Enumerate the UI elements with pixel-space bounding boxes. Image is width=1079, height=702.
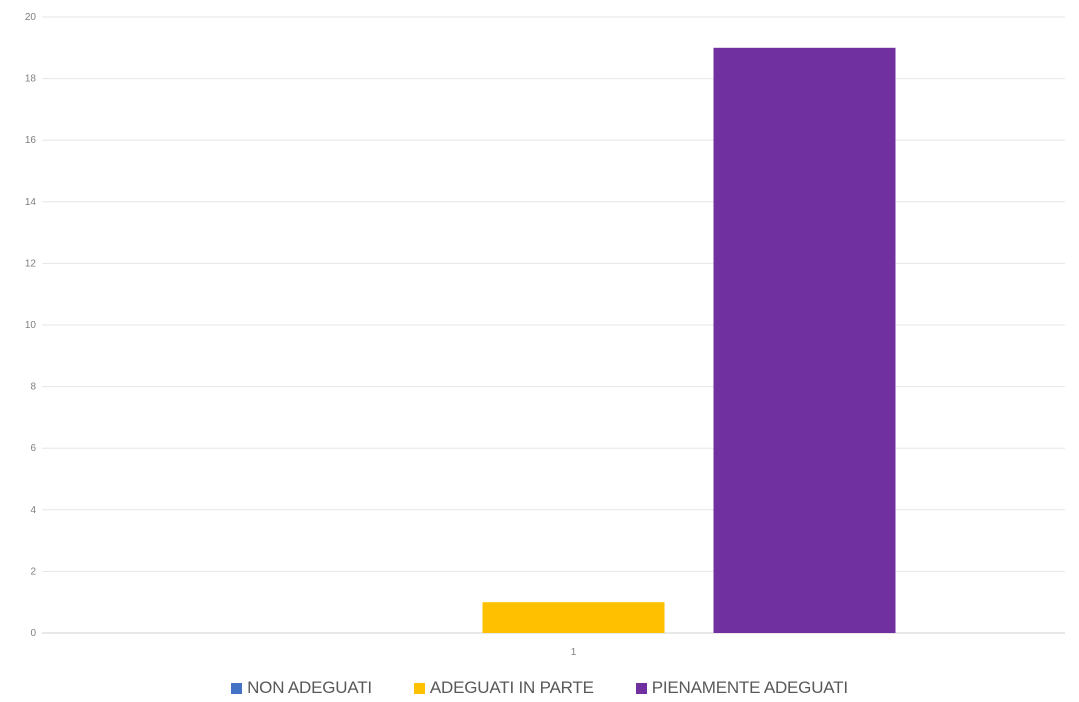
y-tick-label: 4 (30, 505, 36, 516)
bar-pienamente-adeguati (713, 47, 896, 634)
bar-adeguati-in-parte (482, 602, 665, 633)
gridlines (42, 16, 1065, 634)
x-tick-label: 1 (571, 647, 577, 658)
y-tick-label: 0 (30, 628, 36, 639)
legend-item: PIENAMENTE ADEGUATI (635, 678, 848, 698)
legend-item: NON ADEGUATI (231, 678, 372, 698)
legend-swatch (231, 682, 243, 694)
y-tick-label: 2 (30, 566, 36, 577)
y-tick-label: 6 (30, 443, 36, 454)
y-tick-label: 12 (25, 258, 37, 269)
legend-swatch (635, 682, 647, 694)
legend-item: ADEGUATI IN PARTE (413, 678, 594, 698)
y-tick-label: 18 (25, 74, 37, 85)
y-tick-label: 10 (25, 320, 37, 331)
y-tick-label: 16 (25, 135, 37, 146)
y-tick-label: 8 (30, 382, 36, 393)
legend-label: NON ADEGUATI (247, 678, 372, 697)
y-tick-label: 20 (25, 12, 37, 23)
x-axis-ticks: 1 (571, 647, 577, 658)
bars (482, 47, 896, 634)
legend: NON ADEGUATI ADEGUATI IN PARTE PIENAMENTE … (0, 678, 1079, 698)
legend-label: ADEGUATI IN PARTE (429, 678, 594, 697)
legend-swatch (413, 682, 425, 694)
y-axis-ticks: 0 2 4 6 8 10 12 14 16 18 20 (25, 12, 37, 639)
legend-label: PIENAMENTE ADEGUATI (651, 678, 848, 697)
y-tick-label: 14 (25, 197, 37, 208)
